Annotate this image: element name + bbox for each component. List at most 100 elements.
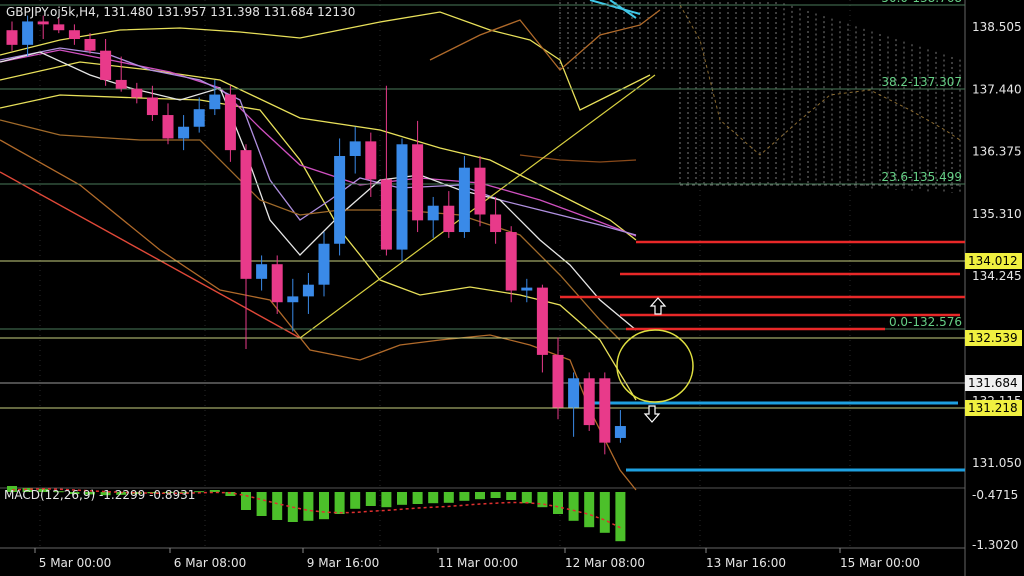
candle — [146, 97, 158, 116]
macd-histogram-bar — [599, 492, 610, 533]
candle — [287, 296, 299, 303]
macd-histogram-bar — [303, 492, 314, 521]
macd-histogram-bar — [194, 491, 205, 493]
macd-histogram-bar — [490, 492, 501, 498]
macd-histogram-bar — [116, 492, 127, 495]
macd-histogram-bar — [443, 492, 454, 503]
candle — [474, 167, 486, 215]
price-tick-label: 135.310 — [972, 207, 1022, 221]
macd-histogram-bar — [459, 492, 470, 501]
macd-histogram-bar — [241, 492, 251, 510]
price-tag-label: 132.539 — [968, 331, 1018, 345]
bollinger-upper — [0, 11, 651, 111]
macd-histogram-bar — [568, 492, 579, 521]
symbol-label: GBPJPY.oj5k — [6, 5, 75, 19]
macd-histogram-bar — [397, 492, 407, 505]
arrow-up-icon — [649, 297, 667, 315]
candle — [53, 24, 65, 31]
macd-histogram-bar — [615, 492, 626, 542]
candle — [443, 205, 455, 233]
candle — [427, 205, 439, 221]
candle — [318, 243, 330, 285]
fib-level-label: 38.2-137.307 — [881, 75, 962, 89]
macd-histogram-bar — [553, 492, 563, 514]
candle — [271, 264, 283, 303]
macd-histogram-bar — [412, 492, 423, 504]
candle — [100, 50, 112, 80]
price-tick-label: 138.505 — [972, 20, 1022, 34]
candle — [240, 150, 252, 279]
macd-histogram-bar — [365, 492, 376, 506]
macd-tick-label: -1.3020 — [972, 538, 1018, 552]
candle — [178, 126, 190, 139]
price-tag-bg — [965, 400, 1022, 416]
candle — [84, 38, 96, 51]
candle — [568, 378, 580, 408]
macd-histogram-bar — [272, 492, 283, 520]
candle — [490, 214, 502, 233]
candle — [412, 144, 424, 221]
fib-level-label: 0.0-132.576 — [889, 315, 962, 329]
macd-histogram-bar — [334, 492, 345, 514]
time-tick-label: 12 Mar 08:00 — [565, 556, 645, 570]
macd-histogram-bar — [319, 492, 329, 520]
candle — [536, 287, 548, 355]
candle — [131, 88, 143, 98]
highlight-circle — [616, 329, 694, 403]
price-tag-bg — [965, 253, 1022, 269]
envelope-orange-mid — [0, 119, 621, 341]
macd-histogram-bar — [53, 491, 64, 493]
envelope-orange-dark — [519, 154, 637, 163]
candle — [614, 426, 626, 438]
ma-magenta — [0, 49, 637, 237]
fib-level-label: 23.6-135.499 — [881, 170, 962, 184]
candle — [162, 115, 174, 139]
timeframe-label: H4 — [79, 5, 96, 19]
macd-signal-line — [11, 488, 621, 529]
fib-level-label: 50.0-138.768 — [881, 0, 962, 5]
price-tag-bg — [965, 375, 1022, 391]
candle — [552, 354, 564, 408]
price-tick-label: 137.440 — [972, 82, 1022, 96]
candle — [334, 155, 346, 244]
time-tick-label: 13 Mar 16:00 — [706, 556, 786, 570]
price-tick-label: 134.245 — [972, 269, 1022, 283]
macd-histogram-bar — [381, 492, 392, 508]
bollinger-mid — [0, 61, 637, 241]
candle — [115, 79, 127, 89]
time-tick-label: 11 Mar 00:00 — [438, 556, 518, 570]
cyan-line-top-2 — [609, 0, 637, 19]
candle — [224, 94, 236, 151]
chart-header: GBPJPY.oj5k,H4, 131.480 131.957 131.398 … — [6, 5, 355, 19]
price-tag-label: 131.218 — [968, 401, 1018, 415]
macd-histogram-bar — [131, 492, 142, 494]
arrow-down-icon — [643, 405, 661, 423]
candle — [396, 144, 408, 250]
macd-histogram-bar — [537, 492, 548, 508]
macd-label: MACD(12,26,9) -1.2299 -0.8931 — [4, 488, 195, 502]
envelope-orange-low — [0, 139, 637, 491]
trend-line-red — [0, 171, 301, 339]
candle — [365, 141, 377, 180]
macd-histogram-bar — [7, 486, 17, 492]
macd-histogram-bar — [475, 492, 485, 500]
time-tick-label: 5 Mar 00:00 — [39, 556, 112, 570]
price-tick-label: 131.050 — [972, 456, 1022, 470]
price-tag-label: 134.012 — [968, 254, 1018, 268]
macd-histogram-bar — [85, 492, 95, 495]
candle — [37, 21, 49, 25]
ohlc-label: 131.480 131.957 131.398 131.684 12130 — [103, 5, 355, 19]
cyan-line-top — [589, 0, 641, 15]
candle — [22, 21, 34, 45]
price-tag-bg — [965, 330, 1022, 346]
candle — [209, 94, 221, 110]
candle — [599, 378, 611, 443]
candle — [380, 179, 392, 250]
macd-histogram-bar — [350, 492, 361, 509]
candle — [193, 109, 205, 127]
macd-histogram-bar — [256, 492, 267, 516]
macd-histogram-bar — [69, 492, 80, 494]
macd-histogram-bar — [178, 492, 189, 493]
